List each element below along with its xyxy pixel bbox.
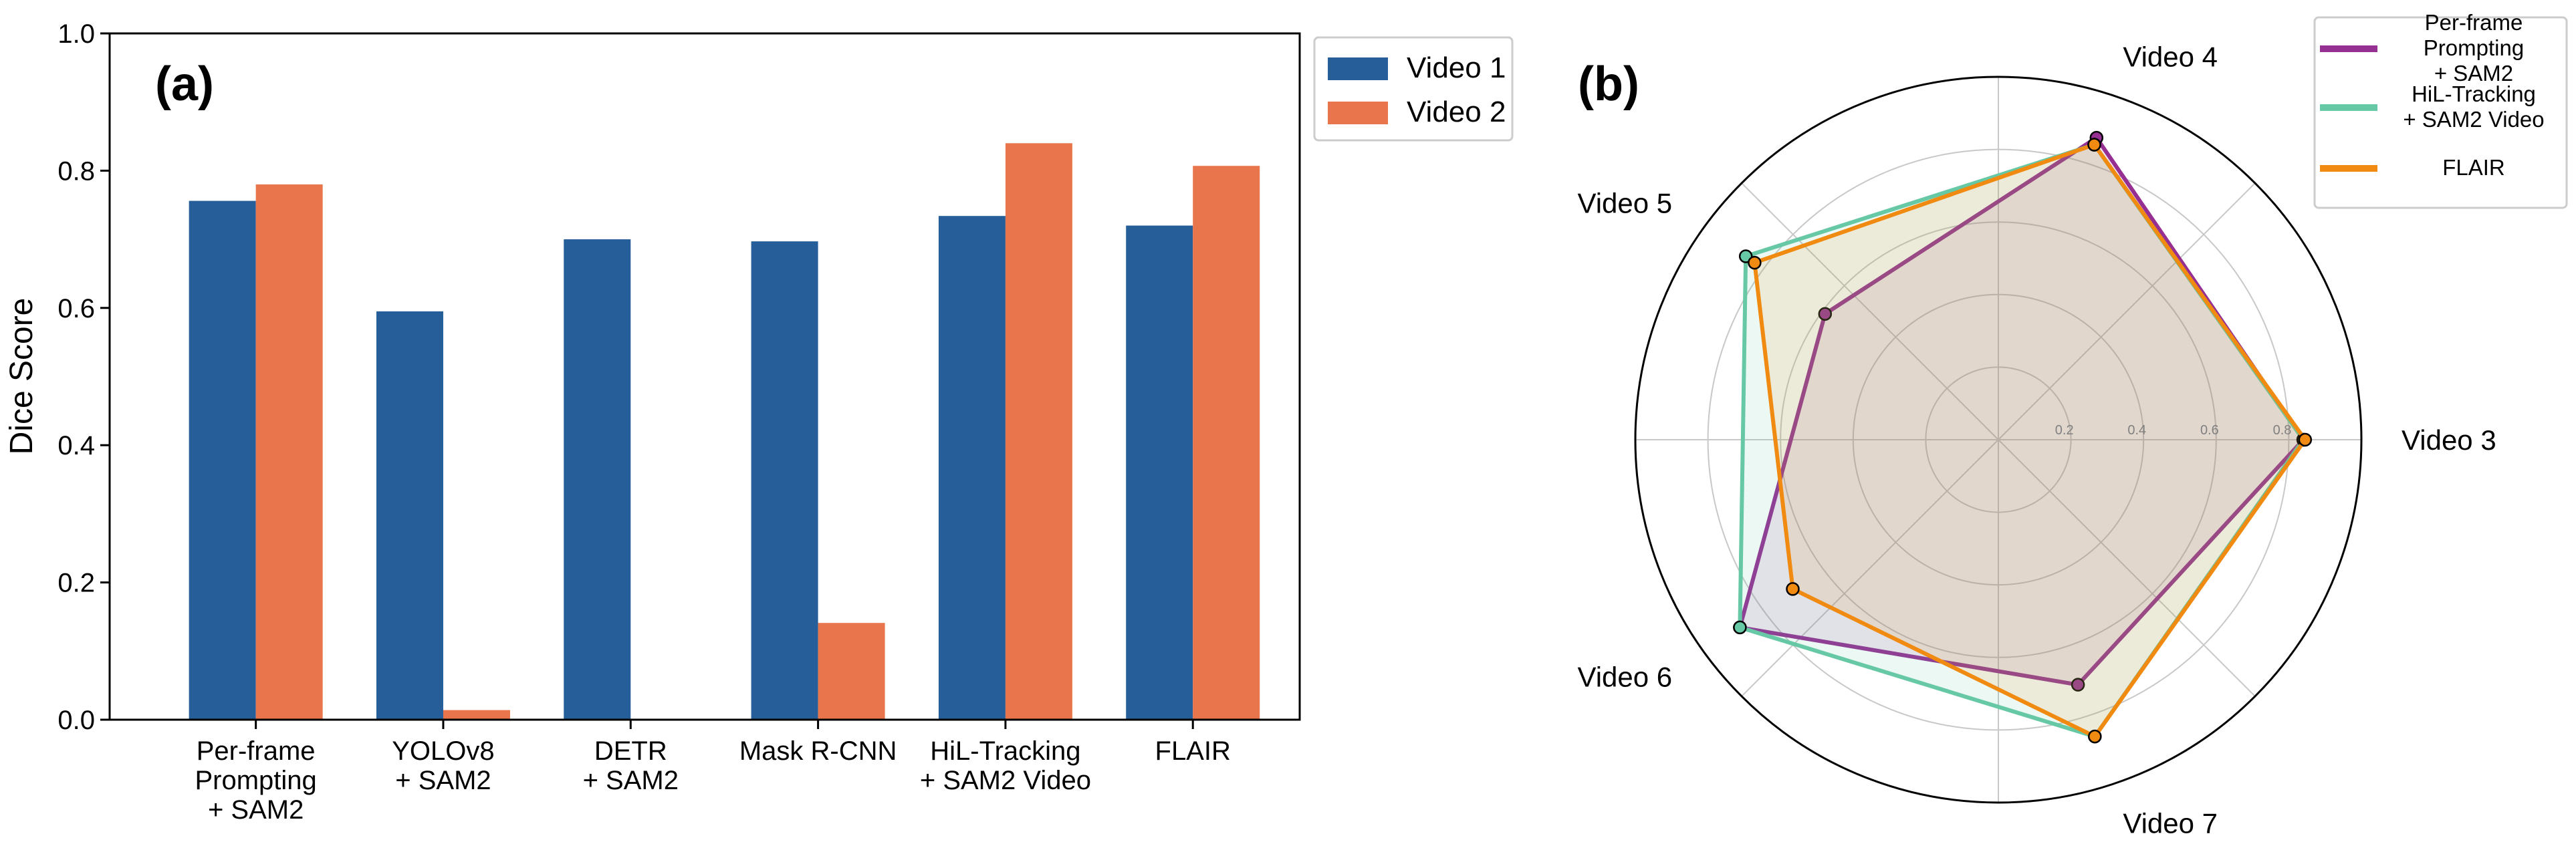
bar-y-tick-label: 0.6 (57, 294, 95, 323)
bar-x-tick-label: Prompting (195, 766, 316, 795)
radar-ring (1852, 293, 2145, 586)
bar-y-tick-label: 0.0 (57, 706, 95, 735)
radar-point (2087, 138, 2101, 152)
radar-axis-label: Video 6 (1577, 661, 1672, 692)
radar-point (2088, 729, 2102, 744)
radar-spoke (1998, 182, 2256, 440)
bar-x-tick-label: FLAIR (1155, 736, 1231, 766)
radar-series-line (1752, 142, 2307, 739)
bar-y-tick-label: 1.0 (57, 19, 95, 49)
bar-plot-frame (108, 32, 1301, 721)
bar-y-tick-label: 0.4 (57, 431, 95, 460)
bar-video-1 (564, 239, 631, 720)
radar-ring (1925, 366, 2072, 513)
bar-legend: Video 1 Video 2 (1313, 36, 1514, 142)
radar-chart-panel: 0.2 0.4 0.6 0.8 Video 3 Video 4 Video 5 Video … (1577, 10, 2568, 839)
radar-ring (1780, 221, 2217, 658)
bar-x-tick-label: + SAM2 Video (920, 766, 1091, 795)
bar-x-tick-label: Per-frame (197, 736, 316, 766)
bar-video-1 (376, 311, 443, 720)
bar-video-2 (443, 710, 510, 720)
radar-ring (1707, 148, 2290, 731)
bar-x-tick-label: Mask R-CNN (739, 736, 897, 766)
radar-point (2298, 432, 2313, 447)
radar-axis-label: Video 5 (1577, 188, 1672, 219)
radar-spoke (1741, 182, 1999, 440)
radar-tick-label: 0.8 (2273, 423, 2292, 438)
bar-x-tick-label: + SAM2 (395, 766, 491, 795)
radar-point (1748, 255, 1762, 270)
radar-panel-label: (b) (1578, 57, 1639, 111)
bar-panel-label: (a) (155, 57, 214, 111)
radar-point (1786, 582, 1800, 596)
bar-video-1 (1126, 225, 1193, 720)
radar-tick-label: 0.6 (2200, 423, 2219, 438)
radar-tick-label: 0.2 (2055, 423, 2074, 438)
bar-y-tick-label: 0.2 (57, 569, 95, 598)
bar-video-1 (189, 200, 256, 720)
radar-legend-label: + SAM2 (2434, 61, 2513, 86)
bar-video-2 (1005, 143, 1072, 720)
bar-legend-label: Video 2 (1407, 96, 1506, 128)
bar-x-tick-label: + SAM2 (208, 795, 304, 825)
radar-point (2071, 678, 2085, 692)
bar-x-tick-label: YOLOv8 (392, 736, 494, 766)
radar-axis-label: Video 3 (2402, 424, 2496, 456)
radar-spoke (1741, 439, 1999, 697)
radar-legend-label: HiL-Tracking (2412, 82, 2536, 106)
radar-axis-label: Video 7 (2123, 807, 2218, 839)
radar-outer-ring (1634, 76, 2363, 804)
radar-point (1733, 620, 1747, 635)
radar-series-fill (1740, 144, 2304, 737)
bar-y-tick-label: 0.8 (57, 156, 95, 186)
radar-series-fill (1740, 138, 2304, 685)
bar-video-2 (818, 623, 885, 720)
radar-legend-label: Prompting (2424, 35, 2524, 60)
radar-legend-label: FLAIR (2442, 155, 2505, 180)
radar-axis-label: Video 4 (2123, 41, 2218, 73)
radar-point (1818, 307, 1833, 321)
bar-video-2 (1193, 166, 1260, 720)
bar-legend-swatch (1328, 102, 1388, 124)
radar-tick-label: 0.4 (2127, 423, 2146, 438)
bar-y-axis-label: Dice Score (4, 298, 39, 455)
radar-series-fill (1754, 144, 2305, 737)
radar-legend-label: Per-frame (2425, 10, 2523, 35)
bar-x-tick-label: HiL-Tracking (930, 736, 1080, 766)
radar-spoke (1998, 439, 2256, 697)
bar-video-1 (751, 241, 818, 720)
radar-legend-label: + SAM2 Video (2403, 107, 2544, 132)
bar-video-1 (938, 216, 1006, 720)
bar-video-2 (255, 184, 323, 720)
bar-legend-swatch (1328, 57, 1388, 80)
bar-x-tick-label: + SAM2 (583, 766, 679, 795)
radar-series-line (1738, 136, 2306, 687)
bar-legend-label: Video 1 (1407, 51, 1506, 84)
bar-x-tick-label: DETR (594, 736, 667, 766)
